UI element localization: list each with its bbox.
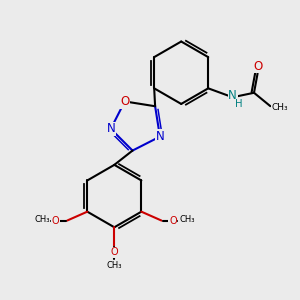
Text: H: H [236, 99, 243, 109]
Text: N: N [106, 122, 115, 135]
Text: N: N [156, 130, 164, 143]
Text: O: O [120, 95, 129, 108]
Text: CH₃: CH₃ [272, 103, 288, 112]
Text: N: N [228, 89, 237, 102]
Text: CH₃: CH₃ [34, 215, 50, 224]
Text: CH₃: CH₃ [106, 261, 122, 270]
Text: O: O [52, 216, 60, 226]
Text: O: O [253, 59, 262, 73]
Text: O: O [169, 216, 177, 226]
Text: O: O [110, 247, 118, 257]
Text: CH₃: CH₃ [179, 215, 195, 224]
